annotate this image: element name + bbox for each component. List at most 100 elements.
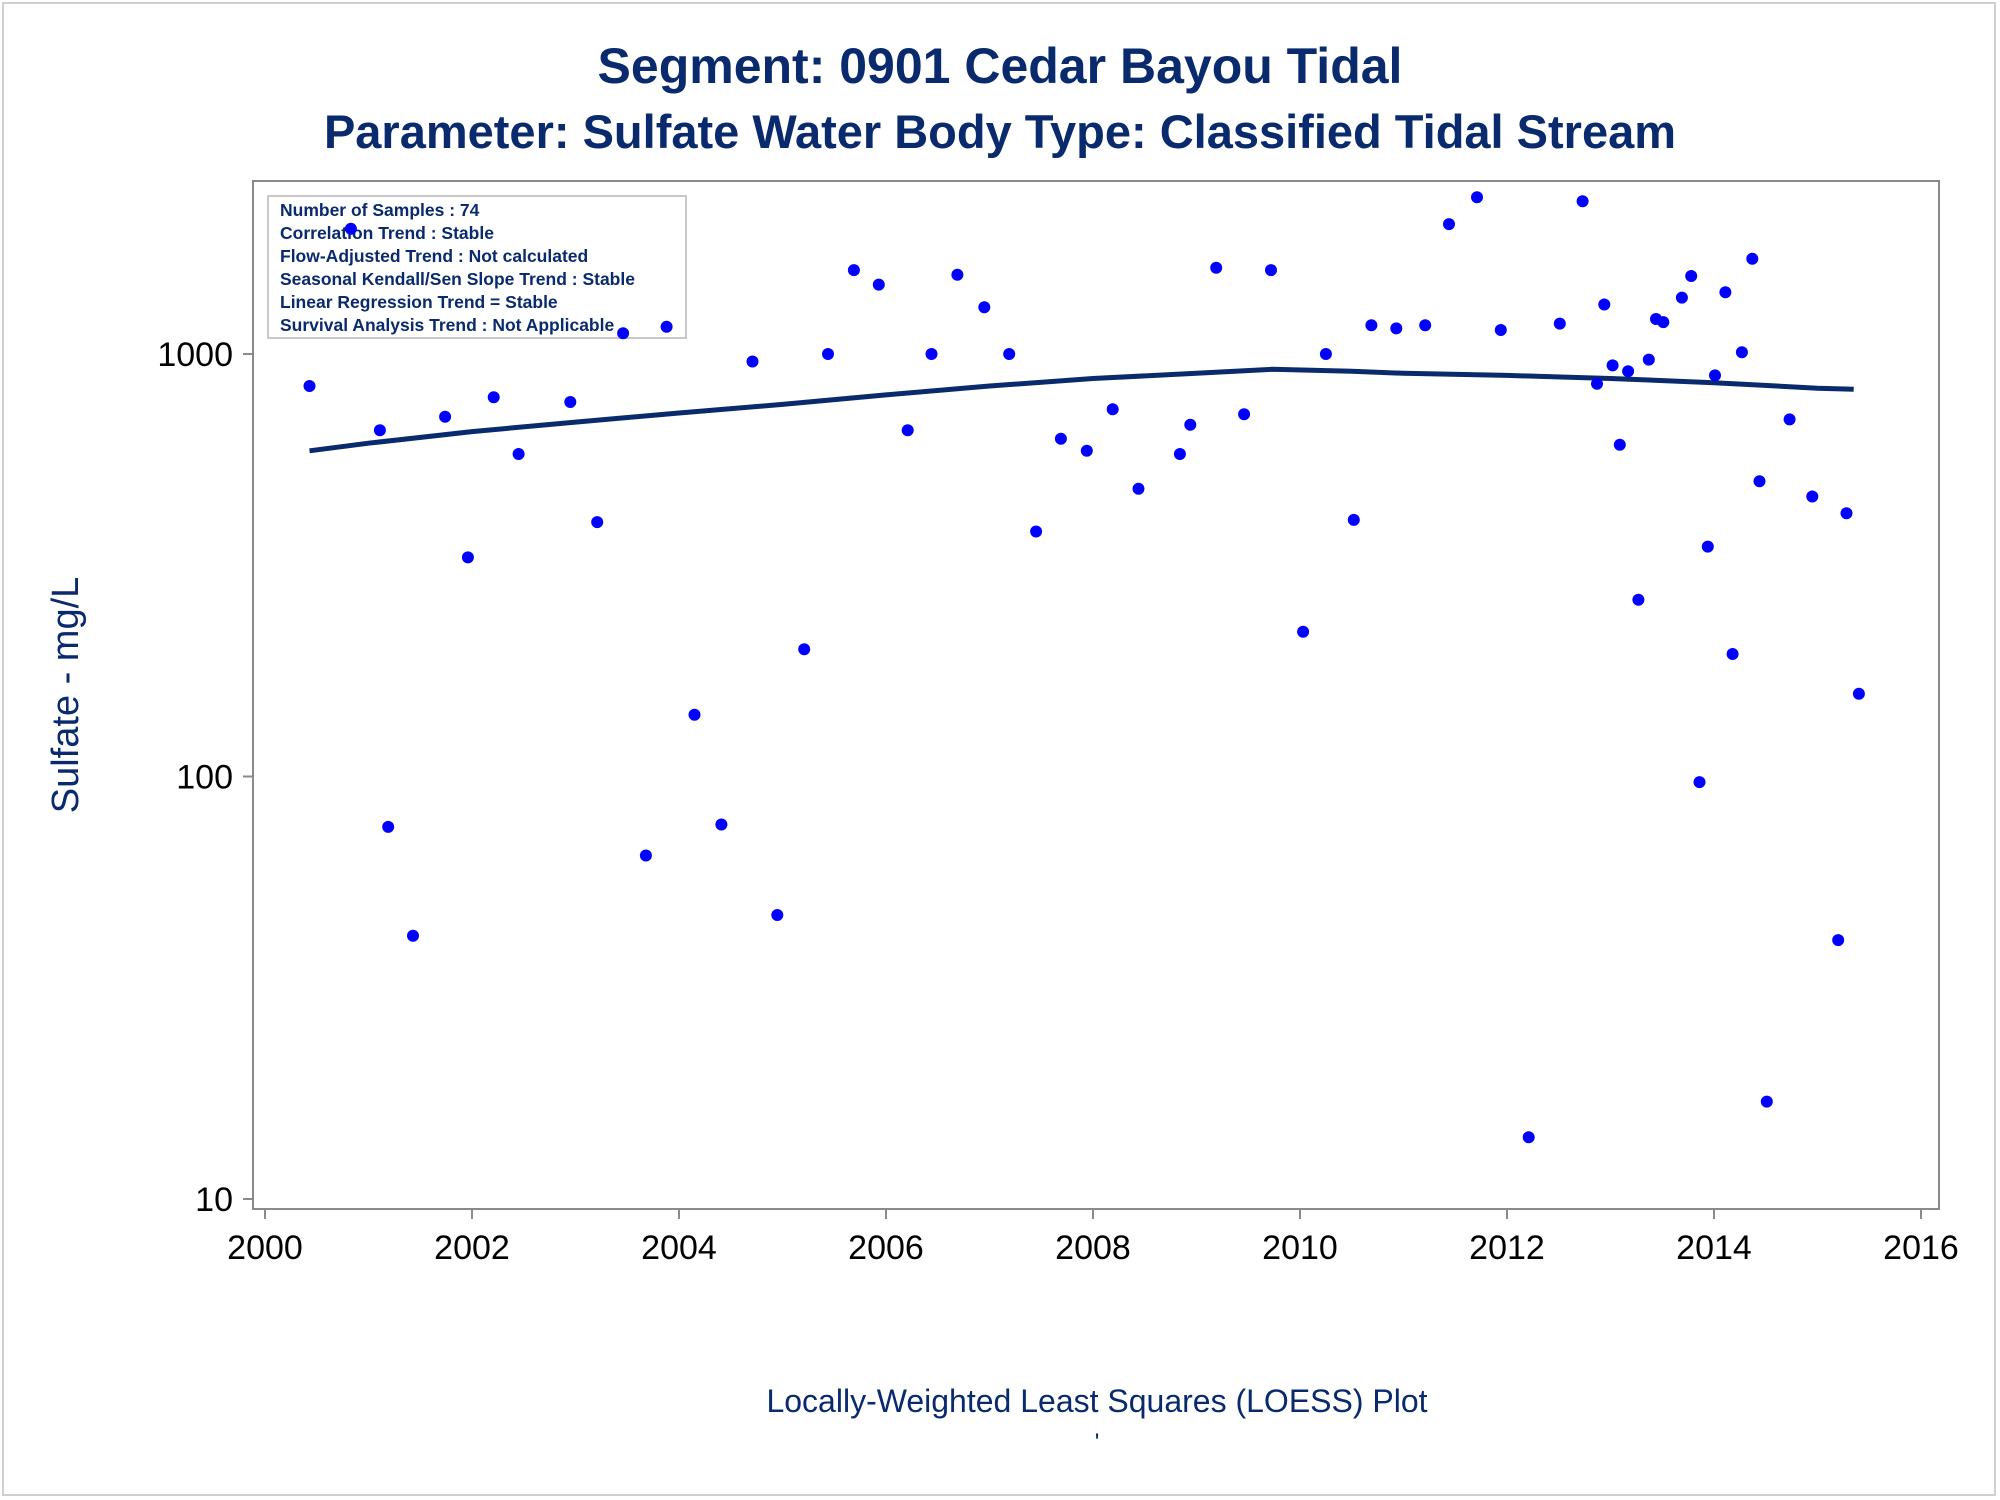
data-point [688, 708, 701, 721]
inset-line-4: Seasonal Kendall/Sen Slope Trend : Stabl… [280, 269, 635, 289]
data-point [771, 909, 784, 921]
data-point [1675, 291, 1688, 304]
data-point [407, 929, 419, 942]
data-point [1591, 377, 1603, 390]
data-point [1632, 593, 1645, 606]
y-tick-label: 100 [176, 759, 233, 797]
data-point [1003, 348, 1016, 360]
x-axis-ticks: 2000 2002 2004 2006 2008 2010 2012 2014 2016 [227, 1209, 1959, 1267]
data-point [1238, 408, 1251, 421]
data-point [1606, 359, 1619, 372]
y-axis-label: Sulfate - mg/L [45, 577, 87, 814]
data-point [925, 348, 938, 360]
data-point [1030, 525, 1043, 538]
y-axis-ticks: 10 100 1000 [157, 336, 253, 1219]
x-tick-label: 2014 [1676, 1229, 1752, 1267]
stats-inset-box [267, 195, 687, 339]
data-point [901, 424, 914, 437]
data-point [1443, 218, 1455, 231]
data-point [798, 643, 811, 656]
data-point [1553, 317, 1566, 330]
y-tick-label: 10 [195, 1181, 233, 1219]
data-point [1840, 507, 1853, 520]
x-tick-label: 2002 [434, 1229, 510, 1267]
data-point [1184, 418, 1197, 431]
data-point [978, 301, 991, 314]
y-tick-label: 1000 [157, 336, 233, 374]
data-point [1701, 540, 1714, 553]
data-point [872, 278, 885, 291]
data-point [1132, 482, 1145, 495]
data-points-group [303, 191, 1865, 1144]
data-point [1598, 298, 1611, 311]
data-point [1494, 324, 1507, 336]
data-point [822, 348, 834, 360]
x-tick-label: 2006 [848, 1229, 924, 1267]
x-tick-label: 2016 [1883, 1229, 1959, 1267]
data-point [1719, 286, 1732, 299]
x-tick-label: 2008 [1055, 1229, 1131, 1267]
inset-line-2: Correlation Trend : Stable [280, 223, 494, 243]
data-point [1471, 191, 1483, 204]
data-point [344, 222, 357, 235]
data-point [1685, 270, 1698, 282]
data-point [1693, 776, 1706, 789]
footer-caption: Locally-Weighted Least Squares (LOESS) P… [766, 1383, 1427, 1419]
data-point [847, 264, 860, 277]
data-point [439, 410, 452, 423]
data-point [1522, 1131, 1535, 1144]
data-point [1265, 264, 1277, 277]
data-point [1806, 490, 1819, 503]
data-point [1419, 319, 1432, 332]
data-point [1735, 346, 1748, 359]
data-point [1390, 322, 1403, 335]
inset-line-5: Linear Regression Trend = Stable [280, 292, 558, 312]
data-point [1726, 648, 1739, 660]
data-point [564, 396, 577, 408]
data-point [639, 849, 652, 862]
data-point [1347, 513, 1360, 526]
plot-area-border [252, 180, 1940, 1210]
data-point [1657, 316, 1670, 329]
footer-mark: ' [1095, 1429, 1100, 1456]
data-point [1760, 1095, 1773, 1108]
data-point [1622, 365, 1635, 378]
inset-line-1: Number of Samples : 74 [280, 200, 480, 220]
data-point [617, 327, 630, 340]
inset-line-3: Flow-Adjusted Trend : Not calculated [280, 246, 588, 266]
data-point [1613, 438, 1626, 451]
inset-line-6: Survival Analysis Trend : Not Applicable [280, 315, 614, 335]
x-tick-label: 2012 [1469, 1229, 1545, 1267]
data-point [1054, 432, 1067, 445]
data-point [1783, 413, 1796, 426]
data-point [715, 818, 728, 831]
data-point [591, 516, 604, 529]
data-point [1576, 195, 1589, 208]
data-point [461, 551, 474, 564]
data-point [1080, 444, 1093, 457]
data-point [1210, 261, 1223, 274]
x-tick-label: 2000 [227, 1229, 303, 1267]
data-point [373, 424, 386, 437]
loess-line [309, 366, 1854, 454]
data-point [1642, 353, 1655, 366]
data-point [1832, 934, 1845, 947]
data-point [1297, 625, 1310, 638]
data-point [1106, 403, 1119, 416]
data-point [487, 391, 500, 404]
data-point [303, 380, 316, 392]
data-point [1709, 369, 1721, 382]
data-point [1173, 448, 1186, 460]
data-point [951, 268, 964, 281]
data-point [1746, 252, 1759, 265]
data-point [1365, 319, 1378, 332]
chart-subtitle: Parameter: Sulfate Water Body Type: Clas… [324, 105, 1676, 158]
loess-curve-group [309, 366, 1854, 454]
data-point [1319, 348, 1332, 360]
data-point [1753, 475, 1766, 488]
x-tick-label: 2010 [1262, 1229, 1338, 1267]
data-point [512, 448, 525, 460]
chart-title: Segment: 0901 Cedar Bayou Tidal [598, 38, 1403, 94]
